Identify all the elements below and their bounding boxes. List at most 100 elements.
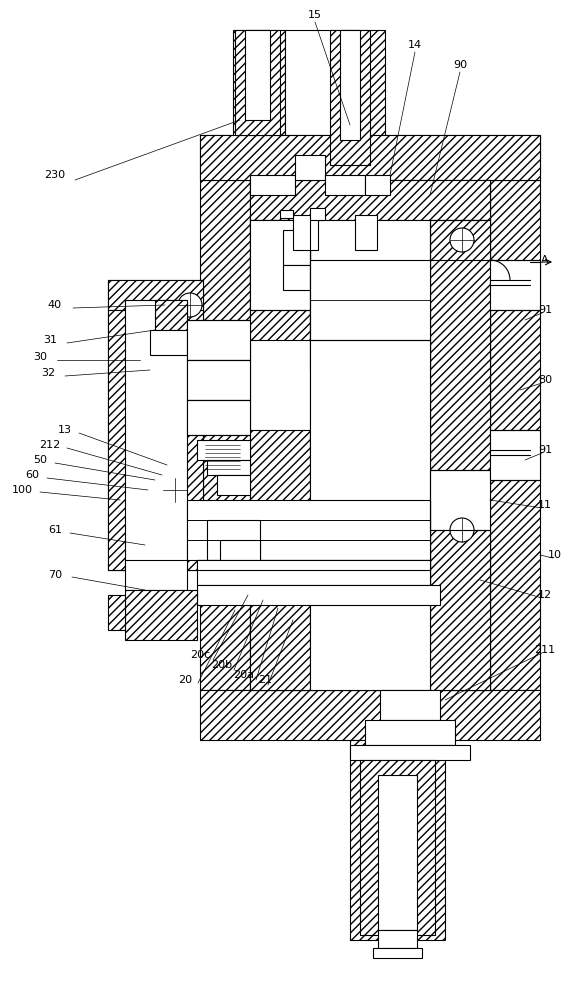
- Text: A: A: [541, 255, 549, 265]
- Bar: [378, 775, 417, 930]
- Bar: [187, 320, 250, 360]
- Bar: [108, 595, 125, 630]
- Text: 211: 211: [535, 645, 556, 655]
- Text: 212: 212: [40, 440, 61, 450]
- Text: 31: 31: [43, 335, 57, 345]
- Text: 20b: 20b: [211, 660, 233, 670]
- Polygon shape: [430, 530, 490, 690]
- Bar: [310, 430, 430, 460]
- Bar: [197, 585, 440, 605]
- Bar: [185, 310, 203, 570]
- Bar: [380, 925, 415, 950]
- Text: 91: 91: [538, 305, 552, 315]
- Bar: [155, 300, 187, 330]
- Bar: [365, 175, 390, 195]
- Bar: [310, 340, 430, 370]
- Polygon shape: [250, 180, 490, 690]
- Bar: [217, 475, 250, 495]
- Circle shape: [450, 518, 474, 542]
- Text: 61: 61: [48, 525, 62, 535]
- Bar: [283, 230, 310, 265]
- Bar: [333, 30, 385, 165]
- Text: 13: 13: [58, 425, 72, 435]
- Text: 12: 12: [538, 590, 552, 600]
- Bar: [325, 175, 365, 195]
- Bar: [108, 310, 128, 570]
- Text: 15: 15: [308, 10, 322, 20]
- Bar: [283, 265, 310, 290]
- Text: 50: 50: [33, 455, 47, 465]
- Text: 91: 91: [538, 445, 552, 455]
- Bar: [490, 180, 540, 690]
- Text: 70: 70: [48, 570, 62, 580]
- Bar: [370, 755, 425, 930]
- Polygon shape: [310, 220, 430, 690]
- Text: 60: 60: [25, 470, 39, 480]
- Bar: [200, 135, 540, 180]
- Text: 80: 80: [538, 375, 552, 385]
- Bar: [245, 30, 270, 120]
- Circle shape: [163, 478, 187, 502]
- Bar: [233, 30, 285, 165]
- Bar: [310, 340, 430, 430]
- Bar: [490, 430, 540, 480]
- Bar: [330, 30, 370, 165]
- Bar: [295, 155, 325, 180]
- Text: 21: 21: [258, 675, 272, 685]
- Bar: [355, 215, 377, 250]
- Text: 90: 90: [453, 60, 467, 70]
- Bar: [197, 560, 430, 585]
- Bar: [108, 280, 203, 570]
- Bar: [197, 560, 430, 570]
- Polygon shape: [250, 180, 490, 220]
- Text: 14: 14: [408, 40, 422, 50]
- Circle shape: [178, 293, 202, 317]
- Bar: [235, 30, 280, 135]
- Bar: [200, 135, 540, 180]
- Text: 32: 32: [41, 368, 55, 378]
- Bar: [200, 690, 540, 740]
- Polygon shape: [250, 430, 310, 690]
- Bar: [285, 30, 333, 135]
- Bar: [197, 440, 250, 460]
- Polygon shape: [125, 300, 187, 570]
- Bar: [125, 560, 187, 590]
- Circle shape: [450, 228, 474, 252]
- Bar: [200, 180, 250, 690]
- Bar: [108, 280, 203, 310]
- Bar: [490, 260, 540, 310]
- Bar: [373, 948, 422, 958]
- Bar: [150, 330, 187, 355]
- Text: 30: 30: [33, 352, 47, 362]
- Bar: [350, 745, 470, 760]
- Bar: [310, 260, 430, 340]
- Bar: [310, 500, 430, 620]
- Text: 20: 20: [178, 675, 192, 685]
- Text: 40: 40: [48, 300, 62, 310]
- Text: 100: 100: [11, 485, 33, 495]
- Bar: [350, 740, 445, 940]
- Bar: [220, 540, 260, 565]
- Bar: [365, 720, 455, 745]
- Polygon shape: [430, 220, 490, 470]
- Bar: [360, 760, 435, 935]
- Text: 20c: 20c: [190, 650, 210, 660]
- Text: 11: 11: [538, 500, 552, 510]
- Bar: [250, 175, 295, 195]
- Bar: [187, 500, 430, 560]
- Text: 20a: 20a: [234, 670, 254, 680]
- Polygon shape: [250, 220, 310, 340]
- Bar: [340, 30, 360, 140]
- Bar: [207, 460, 250, 475]
- Bar: [380, 690, 440, 720]
- Text: 10: 10: [548, 550, 562, 560]
- Bar: [125, 590, 197, 640]
- Bar: [207, 520, 260, 560]
- Bar: [187, 360, 250, 400]
- Bar: [187, 400, 250, 435]
- Bar: [125, 300, 187, 555]
- Bar: [250, 220, 310, 310]
- Bar: [293, 215, 318, 250]
- Text: 230: 230: [45, 170, 65, 180]
- Bar: [280, 210, 293, 218]
